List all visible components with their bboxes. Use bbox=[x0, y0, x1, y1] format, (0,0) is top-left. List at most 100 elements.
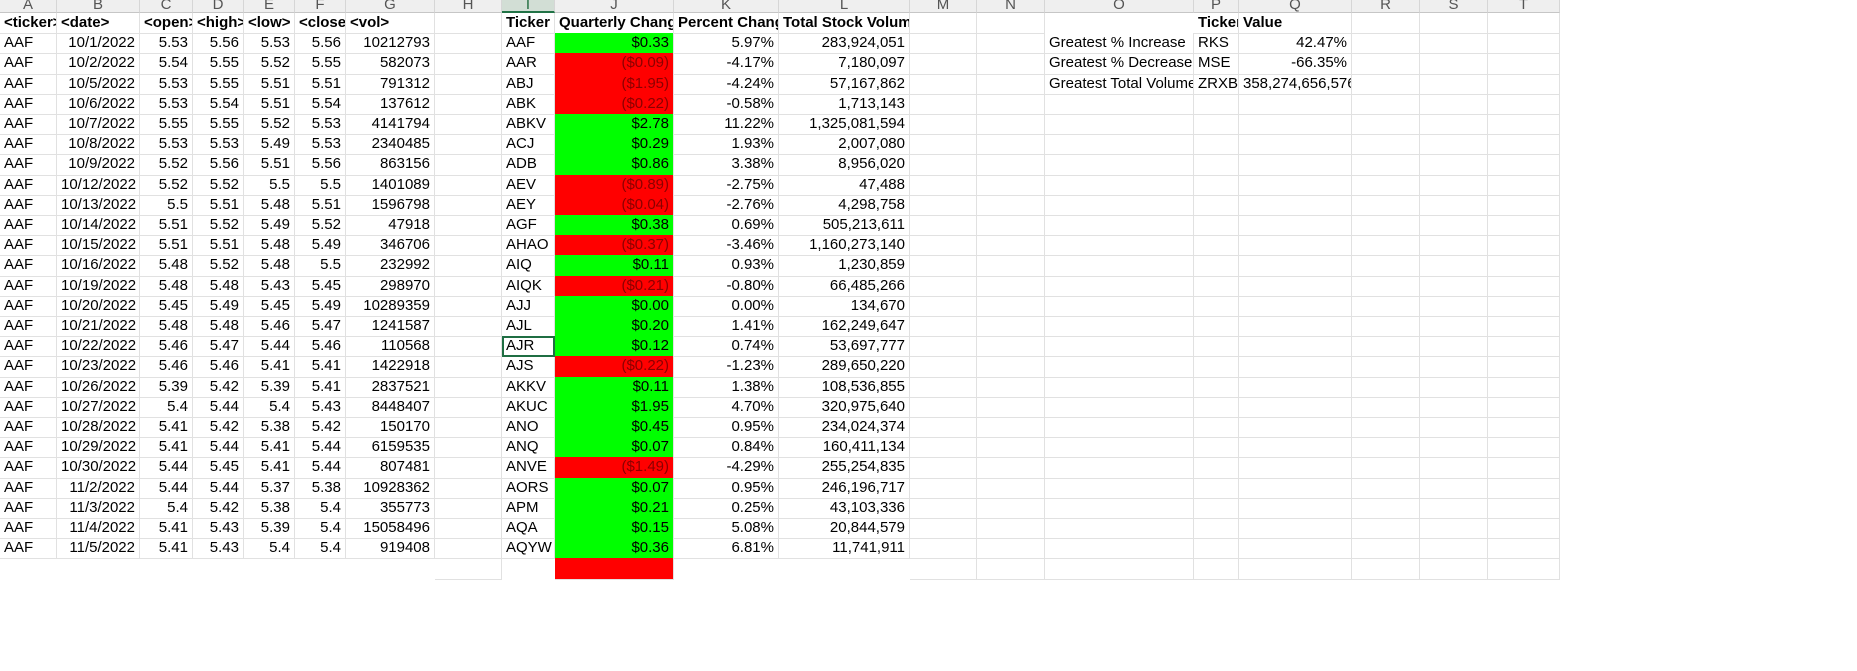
greatest-label-cell[interactable]: Greatest Total Volume bbox=[1045, 73, 1194, 95]
empty-cell[interactable] bbox=[435, 53, 502, 75]
empty-cell[interactable] bbox=[977, 114, 1045, 136]
total-volume-cell[interactable]: 8,956,020 bbox=[779, 154, 910, 176]
empty-cell[interactable] bbox=[1194, 235, 1239, 257]
percent-change-cell[interactable]: 0.69% bbox=[674, 215, 779, 237]
empty-cell[interactable] bbox=[910, 275, 977, 297]
empty-cell[interactable] bbox=[977, 275, 1045, 297]
summary-ticker-cell[interactable]: ANVE bbox=[502, 457, 555, 479]
column-header-c[interactable]: C bbox=[140, 0, 193, 13]
raw-data-cell[interactable]: 10/2/2022 bbox=[57, 53, 140, 75]
empty-cell[interactable] bbox=[910, 93, 977, 115]
empty-cell[interactable] bbox=[1420, 477, 1488, 499]
empty-cell[interactable] bbox=[1194, 336, 1239, 358]
empty-cell[interactable] bbox=[910, 336, 977, 358]
empty-cell[interactable] bbox=[977, 437, 1045, 459]
raw-data-cell[interactable]: 5.4 bbox=[140, 396, 193, 418]
empty-cell[interactable] bbox=[977, 73, 1045, 95]
empty-cell[interactable] bbox=[1194, 457, 1239, 479]
quarterly-change-cell[interactable]: $0.21 bbox=[555, 497, 674, 519]
total-volume-cell[interactable]: 255,254,835 bbox=[779, 457, 910, 479]
raw-data-cell[interactable]: 5.4 bbox=[244, 396, 295, 418]
raw-data-cell[interactable]: 5.44 bbox=[295, 437, 346, 459]
percent-change-cell[interactable]: 1.38% bbox=[674, 376, 779, 398]
empty-cell[interactable] bbox=[1239, 235, 1352, 257]
raw-data-cell[interactable]: 5.41 bbox=[140, 437, 193, 459]
raw-data-cell[interactable]: 5.53 bbox=[244, 33, 295, 55]
empty-cell[interactable] bbox=[1420, 114, 1488, 136]
total-volume-cell[interactable]: 160,411,134 bbox=[779, 437, 910, 459]
empty-cell[interactable] bbox=[910, 558, 977, 580]
empty-cell[interactable] bbox=[435, 558, 502, 580]
greatest-label-cell[interactable]: Greatest % Increase bbox=[1045, 33, 1194, 55]
empty-cell[interactable] bbox=[977, 295, 1045, 317]
empty-cell[interactable] bbox=[1239, 174, 1352, 196]
empty-cell[interactable] bbox=[910, 417, 977, 439]
greatest-value-cell[interactable]: 42.47% bbox=[1239, 33, 1352, 55]
quarterly-change-cell[interactable]: ($0.21) bbox=[555, 275, 674, 297]
empty-cell[interactable] bbox=[1488, 255, 1560, 277]
empty-cell[interactable] bbox=[435, 336, 502, 358]
raw-data-cell[interactable]: 5.46 bbox=[244, 316, 295, 338]
greatest-label-cell[interactable]: Greatest % Decrease bbox=[1045, 53, 1194, 75]
column-header-t[interactable]: T bbox=[1488, 0, 1560, 13]
empty-cell[interactable] bbox=[1045, 316, 1194, 338]
raw-data-cell[interactable]: 5.51 bbox=[193, 235, 244, 257]
raw-data-cell[interactable]: 10/19/2022 bbox=[57, 275, 140, 297]
raw-data-cell[interactable]: AAF bbox=[0, 295, 57, 317]
raw-data-cell[interactable]: 5.44 bbox=[244, 336, 295, 358]
raw-data-cell[interactable]: 232992 bbox=[346, 255, 435, 277]
empty-cell[interactable] bbox=[1194, 497, 1239, 519]
raw-data-cell[interactable]: 5.52 bbox=[193, 174, 244, 196]
raw-data-cell[interactable]: AAF bbox=[0, 518, 57, 540]
raw-data-cell[interactable]: 10/13/2022 bbox=[57, 194, 140, 216]
percent-change-cell[interactable]: 0.84% bbox=[674, 437, 779, 459]
summary-header-cell[interactable]: Ticker bbox=[502, 13, 555, 35]
empty-cell[interactable] bbox=[977, 316, 1045, 338]
raw-data-cell[interactable]: 5.52 bbox=[295, 215, 346, 237]
empty-cell[interactable] bbox=[977, 336, 1045, 358]
raw-data-cell[interactable]: AAF bbox=[0, 174, 57, 196]
raw-data-cell[interactable]: 10212793 bbox=[346, 33, 435, 55]
empty-cell[interactable] bbox=[435, 538, 502, 560]
raw-data-cell[interactable]: AAF bbox=[0, 33, 57, 55]
raw-header-cell[interactable]: <open> bbox=[140, 13, 193, 35]
empty-cell[interactable] bbox=[435, 275, 502, 297]
raw-data-cell[interactable]: AAF bbox=[0, 376, 57, 398]
empty-cell[interactable] bbox=[435, 356, 502, 378]
total-volume-cell[interactable]: 134,670 bbox=[779, 295, 910, 317]
raw-data-cell[interactable]: 10/8/2022 bbox=[57, 134, 140, 156]
raw-data-cell[interactable]: 15058496 bbox=[346, 518, 435, 540]
raw-data-cell[interactable]: 10/6/2022 bbox=[57, 93, 140, 115]
total-volume-cell[interactable]: 1,325,081,594 bbox=[779, 114, 910, 136]
empty-cell[interactable] bbox=[1420, 558, 1488, 580]
empty-cell[interactable] bbox=[1488, 134, 1560, 156]
raw-data-cell[interactable]: 5.54 bbox=[193, 93, 244, 115]
empty-cell[interactable] bbox=[1488, 93, 1560, 115]
summary-ticker-cell[interactable]: AEY bbox=[502, 194, 555, 216]
raw-data-cell[interactable]: 5.42 bbox=[193, 417, 244, 439]
empty-cell[interactable] bbox=[435, 73, 502, 95]
summary-header-cell[interactable]: Total Stock Volume bbox=[779, 13, 910, 35]
raw-data-cell[interactable]: 10/30/2022 bbox=[57, 457, 140, 479]
raw-header-cell[interactable]: <low> bbox=[244, 13, 295, 35]
empty-cell[interactable] bbox=[910, 13, 977, 35]
raw-data-cell[interactable]: 919408 bbox=[346, 538, 435, 560]
empty-cell[interactable] bbox=[910, 154, 977, 176]
total-volume-cell[interactable]: 320,975,640 bbox=[779, 396, 910, 418]
raw-data-cell[interactable]: 5.45 bbox=[140, 295, 193, 317]
quarterly-change-cell[interactable]: ($0.22) bbox=[555, 356, 674, 378]
raw-data-cell[interactable]: 5.48 bbox=[244, 235, 295, 257]
quarterly-change-cell[interactable]: ($0.04) bbox=[555, 194, 674, 216]
empty-cell[interactable] bbox=[435, 174, 502, 196]
raw-data-cell[interactable]: 10/22/2022 bbox=[57, 336, 140, 358]
column-header-b[interactable]: B bbox=[57, 0, 140, 13]
empty-cell[interactable] bbox=[1352, 477, 1420, 499]
raw-data-cell[interactable]: 10/7/2022 bbox=[57, 114, 140, 136]
empty-cell[interactable] bbox=[1045, 437, 1194, 459]
greatest-ticker-cell[interactable]: ZRXB bbox=[1194, 73, 1239, 95]
empty-cell[interactable] bbox=[1239, 417, 1352, 439]
total-volume-cell[interactable]: 2,007,080 bbox=[779, 134, 910, 156]
summary-ticker-cell[interactable]: AGF bbox=[502, 215, 555, 237]
empty-cell[interactable] bbox=[1420, 316, 1488, 338]
percent-change-cell[interactable]: 4.70% bbox=[674, 396, 779, 418]
